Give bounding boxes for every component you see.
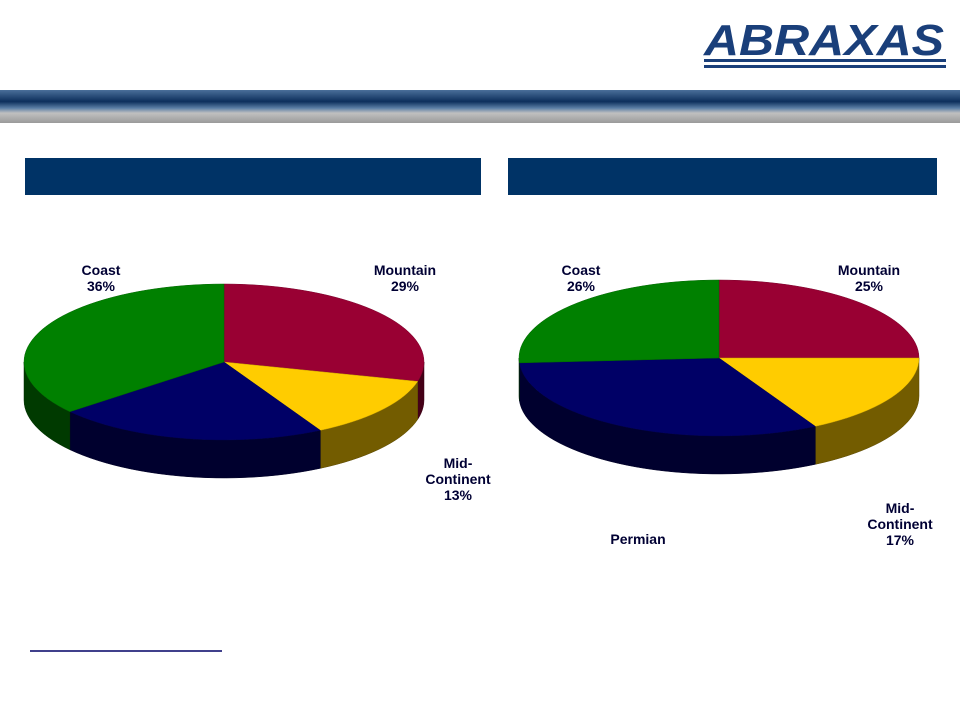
panel-header xyxy=(25,158,481,195)
slice xyxy=(69,361,321,441)
slice-label: Mountain 25% xyxy=(826,262,912,294)
category-label: Coast xyxy=(81,262,121,278)
logo: ABRAXAS xyxy=(703,16,944,65)
category-label: Mountain xyxy=(373,262,437,278)
value-label: 26% xyxy=(566,278,596,294)
value-label: 17% xyxy=(885,532,915,548)
slice-label: Permian xyxy=(595,531,681,547)
value-label: 36% xyxy=(86,278,116,294)
slice-label: Coast 36% xyxy=(58,262,144,294)
slice-label: Coast 26% xyxy=(538,262,624,294)
value-label: 25% xyxy=(854,278,884,294)
header-band xyxy=(0,90,960,123)
slice xyxy=(718,357,920,427)
logo-rule xyxy=(704,65,946,68)
slice xyxy=(223,283,425,382)
category-label: Mountain xyxy=(837,262,901,278)
category-label: Mid-Continent xyxy=(867,500,933,532)
category-label: Mid-Continent xyxy=(425,455,491,487)
panel-header xyxy=(508,158,937,195)
slice xyxy=(23,283,225,412)
slice xyxy=(718,279,920,359)
slice-label: Mid-Continent 13% xyxy=(415,455,501,503)
slice xyxy=(518,279,720,364)
logo-rule xyxy=(704,59,946,62)
slice xyxy=(223,361,419,431)
slice xyxy=(519,357,816,437)
category-label: Coast xyxy=(561,262,601,278)
slice-label: Mountain 29% xyxy=(362,262,448,294)
category-label: Permian xyxy=(610,531,666,547)
value-label: 13% xyxy=(443,487,473,503)
value-label: 29% xyxy=(390,278,420,294)
slice-label: Mid-Continent 17% xyxy=(857,500,943,548)
